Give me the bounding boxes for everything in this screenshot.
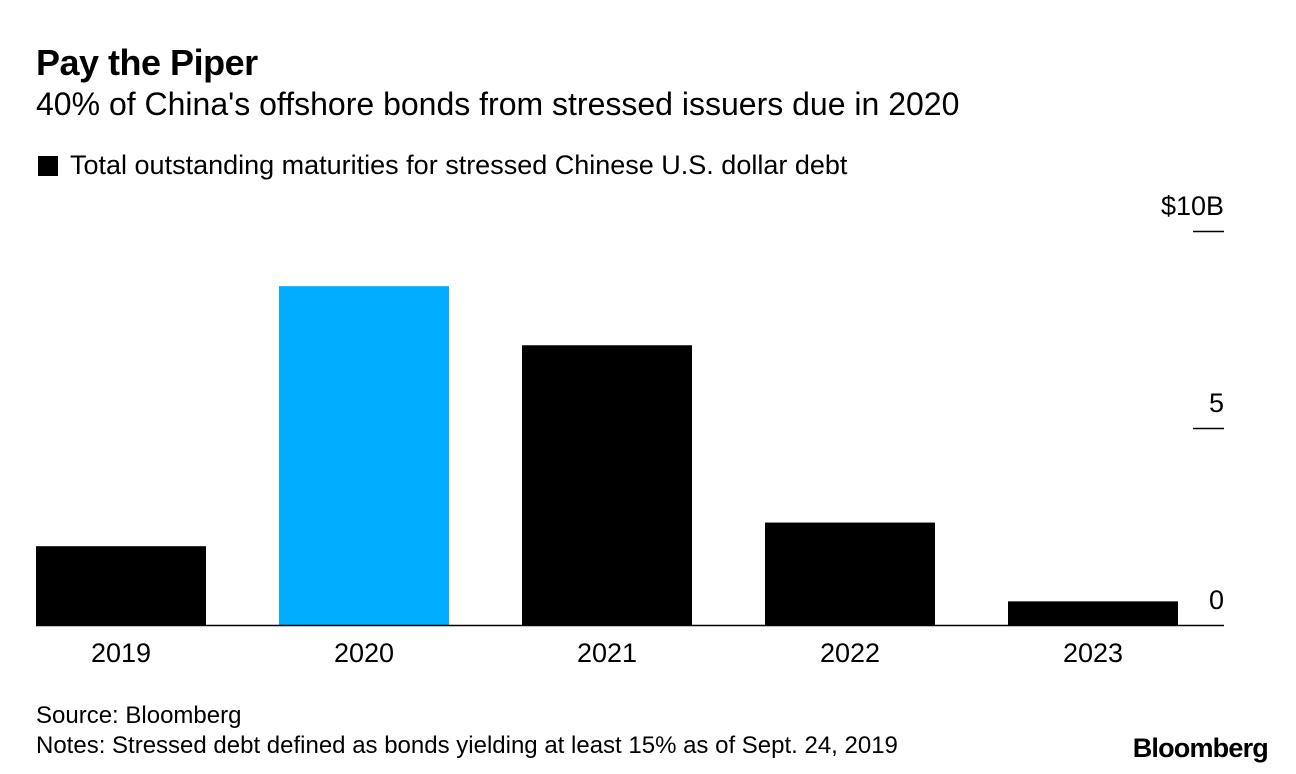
chart-subtitle: 40% of China's offshore bonds from stres… [36,86,960,122]
bloomberg-logo: Bloomberg [1132,733,1269,763]
chart-title: Pay the Piper [36,42,258,83]
x-tick-label-2023: 2023 [1063,638,1123,668]
y-tick-label-0: 0 [1209,585,1224,615]
x-tick-label-2022: 2022 [820,638,880,668]
bar-2022 [765,522,935,625]
bar-2020 [279,286,449,625]
bar-2021 [522,345,692,625]
y-tick-label-5: 5 [1209,388,1224,418]
y-tick-label-10: $10B [1161,191,1224,221]
bar-2023 [1008,601,1178,625]
bar-2019 [36,546,206,625]
legend: Total outstanding maturities for stresse… [38,150,847,181]
x-tick-label-2021: 2021 [577,638,637,668]
legend-label: Total outstanding maturities for stresse… [70,150,848,180]
x-tick-label-2020: 2020 [334,638,394,668]
legend-swatch [38,155,58,176]
notes-text: Notes: Stressed debt defined as bonds yi… [36,732,898,759]
x-tick-label-2019: 2019 [91,638,151,668]
source-note: Source: Bloomberg [36,702,242,729]
